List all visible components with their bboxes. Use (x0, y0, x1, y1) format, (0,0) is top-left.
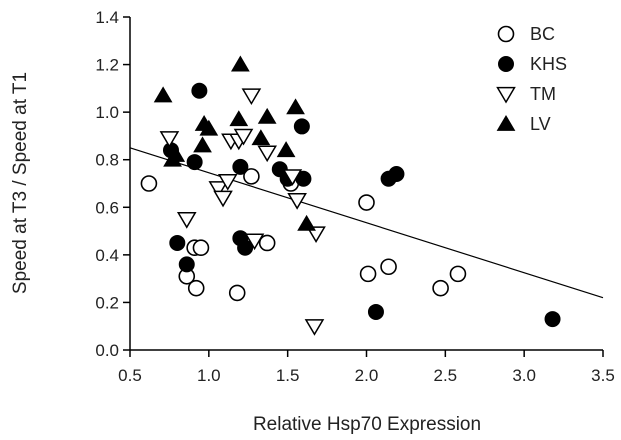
series-bc (140, 168, 467, 302)
legend-item-lv: LV (496, 114, 551, 134)
data-point-lv (229, 110, 249, 127)
data-point-lv (193, 136, 212, 153)
legend-marker-bc (497, 25, 515, 43)
x-tick-label: 0.5 (118, 366, 142, 385)
data-point-bc (432, 279, 449, 297)
data-point-tm (213, 190, 233, 208)
x-tick-label: 1.5 (276, 366, 300, 385)
x-tick-label: 3.5 (591, 366, 615, 385)
data-point-bc (192, 239, 210, 257)
data-point-lv (251, 129, 271, 146)
y-tick-label: 1.2 (95, 56, 119, 75)
x-tick-label: 1.0 (197, 366, 221, 385)
y-tick-label: 0.2 (95, 293, 119, 312)
legend-item-bc: BC (497, 24, 555, 44)
plot-area (129, 55, 604, 336)
data-point-tm (176, 212, 197, 229)
data-point-khs (191, 82, 208, 99)
data-point-lv (276, 141, 296, 158)
data-point-lv (199, 119, 219, 136)
data-point-khs (544, 311, 561, 328)
y-tick-label: 0.0 (95, 341, 119, 360)
series-khs (162, 82, 561, 328)
legend: BC KHS TM LV (496, 24, 567, 134)
legend-label: BC (530, 24, 555, 44)
data-point-bc (358, 194, 375, 211)
data-point-tm (257, 145, 277, 163)
legend-marker-tm (496, 86, 516, 104)
data-point-tm (304, 319, 325, 336)
x-tick-label: 2.0 (355, 366, 379, 385)
y-tick-label: 0.4 (95, 246, 119, 265)
data-point-khs (186, 154, 203, 171)
data-point-bc (258, 234, 276, 252)
data-point-bc (380, 258, 397, 276)
data-point-tm (287, 193, 307, 210)
y-tick-label: 1.4 (95, 8, 119, 27)
data-point-khs (232, 158, 249, 175)
data-point-khs (293, 118, 310, 135)
data-point-bc (140, 175, 158, 192)
y-tick-label: 0.6 (95, 198, 119, 217)
data-point-bc (359, 265, 377, 283)
data-point-khs (388, 165, 405, 182)
axes: 0.0 0.2 0.4 0.6 0.8 1.0 1.2 1.4 0.5 1.0 1.5 2.0 2.5 3… (95, 8, 614, 385)
data-point-tm (159, 131, 180, 148)
y-axis-title: Speed at T3 / Speed at T1 (10, 72, 31, 294)
data-point-bc (187, 279, 205, 297)
trend-line (129, 147, 604, 299)
data-point-tm (217, 173, 238, 191)
x-tick-label: 3.0 (512, 366, 536, 385)
series-lv (153, 55, 316, 231)
data-point-lv (153, 86, 173, 103)
data-point-lv (257, 107, 277, 124)
legend-label: LV (530, 114, 551, 134)
x-axis-title: Relative Hsp70 Expression (253, 414, 481, 435)
data-point-bc (243, 168, 260, 185)
data-point-bc (228, 284, 246, 302)
data-point-khs (178, 256, 195, 273)
legend-label: KHS (530, 54, 567, 74)
data-point-tm (233, 128, 254, 146)
data-point-khs (169, 234, 186, 251)
legend-marker-khs (498, 56, 514, 72)
legend-marker-lv (496, 114, 516, 131)
legend-label: TM (530, 84, 556, 104)
data-point-lv (230, 55, 250, 72)
data-point-lv (297, 214, 316, 231)
y-tick-label: 1.0 (95, 103, 119, 122)
y-tick-label: 0.8 (95, 151, 119, 170)
legend-item-khs: KHS (498, 54, 567, 74)
data-point-tm (244, 233, 265, 251)
legend-item-tm: TM (496, 84, 556, 104)
data-point-tm (282, 169, 303, 186)
data-point-tm (241, 88, 262, 106)
data-point-khs (367, 303, 384, 320)
data-point-khs (237, 239, 254, 256)
data-point-tm (208, 181, 229, 198)
data-point-lv (166, 145, 186, 162)
data-point-bc (449, 265, 467, 283)
data-point-lv (286, 98, 305, 115)
x-tick-label: 2.5 (434, 366, 458, 385)
